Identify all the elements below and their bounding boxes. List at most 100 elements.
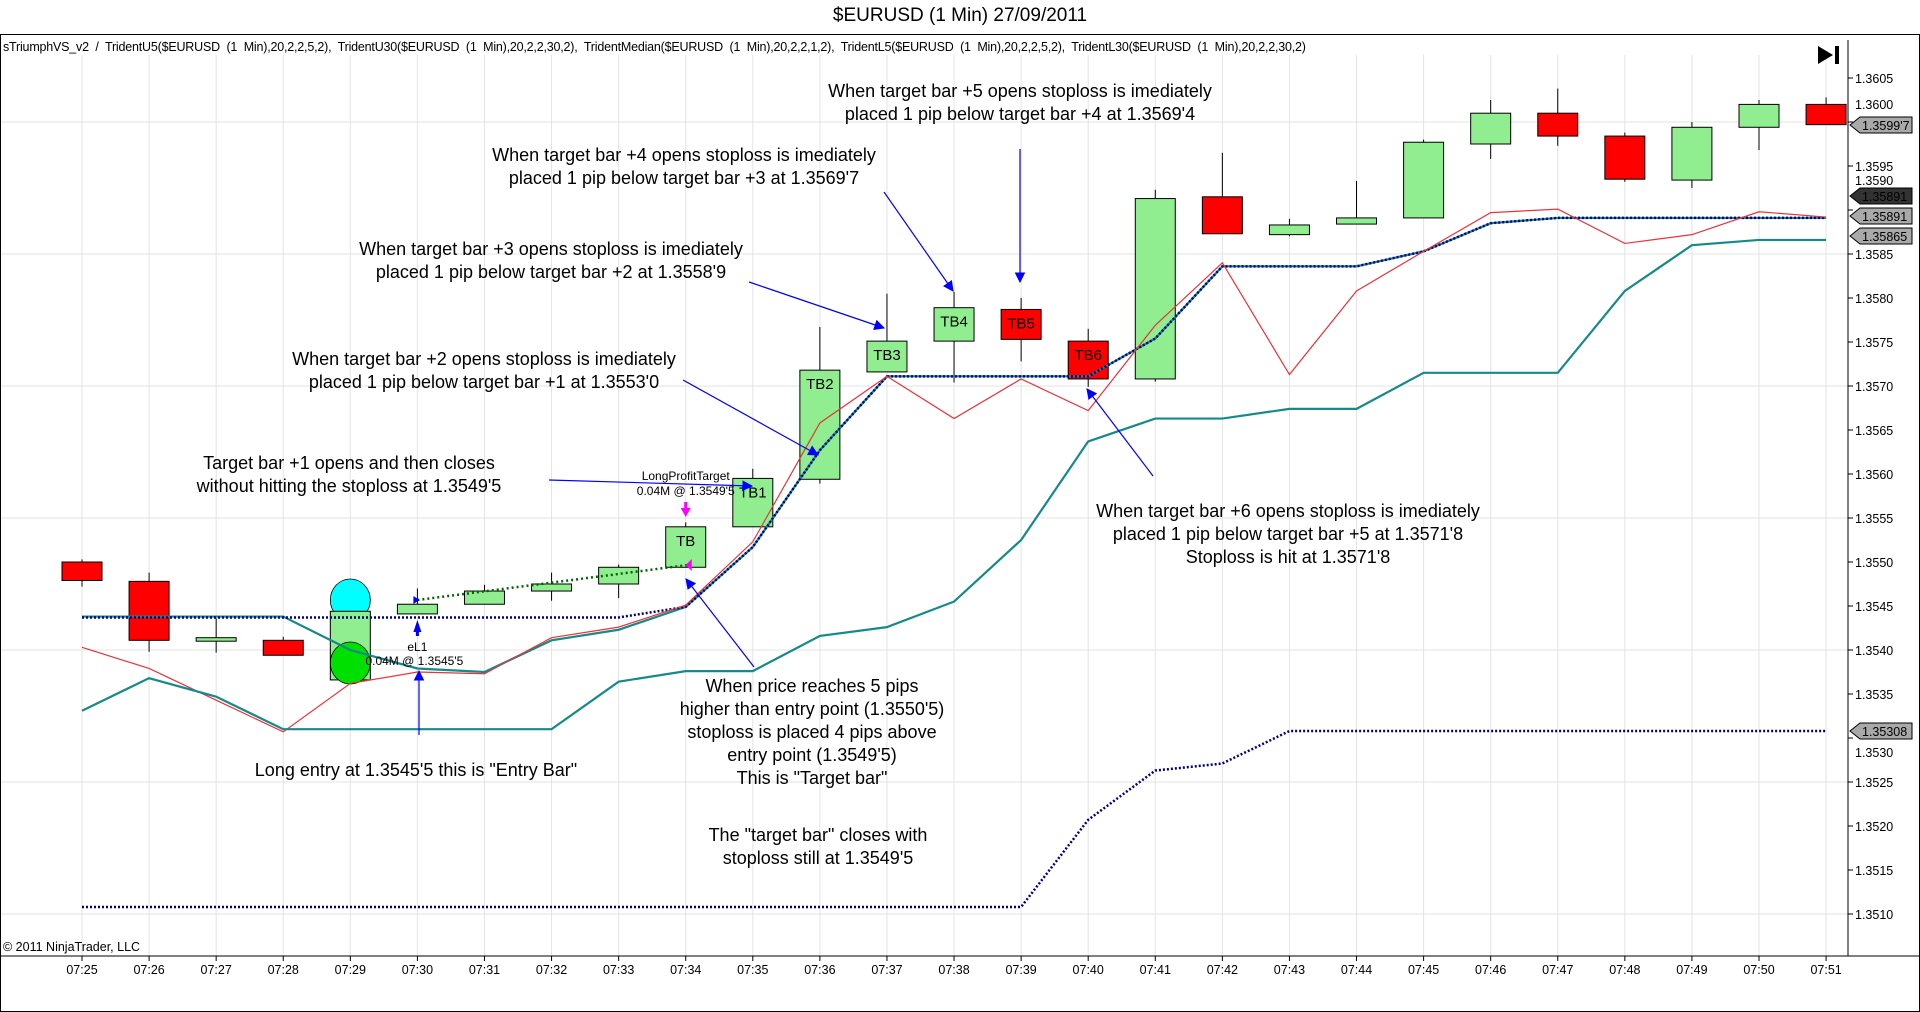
candle-07:28[interactable]	[262, 636, 304, 656]
time-tick-label: 07:33	[603, 963, 634, 977]
candle-07:42[interactable]	[1201, 152, 1243, 235]
indicator-line-4	[81, 238, 1827, 731]
entry-up-arrow-stem	[415, 630, 419, 636]
candle-body[interactable]	[396, 603, 438, 615]
candle-body[interactable]	[1336, 217, 1378, 225]
annotation-line: stoploss is placed 4 pips above	[687, 722, 936, 742]
price-tick-label: 1.3605	[1855, 72, 1893, 86]
skip-to-end-button[interactable]	[1816, 44, 1842, 66]
candle-07:46[interactable]	[1470, 100, 1512, 159]
candle-body[interactable]	[531, 583, 573, 592]
entry-up-arrow-icon	[413, 620, 422, 632]
annotation-line: Stoploss is hit at 1.3571'8	[1186, 547, 1391, 567]
candle-07:51[interactable]	[1805, 97, 1847, 126]
candle-body[interactable]	[598, 566, 640, 585]
time-tick-label: 07:27	[201, 963, 232, 977]
candle-body[interactable]	[1805, 103, 1847, 126]
annotation-9: When target bar +6 opens stoploss is ime…	[1096, 501, 1480, 567]
candle-body[interactable]	[1403, 141, 1445, 219]
candle-body[interactable]	[128, 580, 170, 641]
time-tick-label: 07:48	[1609, 963, 1640, 977]
time-tick-label: 07:40	[1073, 963, 1104, 977]
candle-07:47[interactable]	[1537, 88, 1579, 146]
candle-body[interactable]	[1067, 340, 1109, 380]
bar-label: TB2	[806, 376, 834, 393]
entry-detail: 0.04M @ 1.3545'5	[365, 654, 463, 668]
candle-07:36[interactable]: TB2	[799, 327, 841, 484]
price-tick-label: 1.3525	[1855, 776, 1893, 790]
time-tick-label: 07:35	[737, 963, 768, 977]
profit-target-detail: 0.04M @ 1.3549'5	[637, 484, 735, 498]
price-marker-label: 1.35308	[1862, 725, 1907, 739]
price-marker-tag	[1849, 207, 1913, 225]
candle-07:50[interactable]	[1738, 100, 1780, 151]
price-marker: 1.35865	[1849, 227, 1913, 245]
candle-body[interactable]	[1134, 198, 1176, 380]
candle-07:45[interactable]	[1403, 139, 1445, 219]
copyright-text: © 2011 NinjaTrader, LLC	[3, 940, 141, 954]
price-tick-label: 1.3565	[1855, 424, 1893, 438]
candle-07:25[interactable]	[61, 559, 103, 587]
candle-07:39[interactable]: TB5	[1000, 298, 1042, 362]
candle-body[interactable]	[1537, 112, 1579, 137]
candle-07:44[interactable]	[1336, 180, 1378, 225]
entry-marker-icon	[413, 596, 420, 604]
indicator-line-5	[82, 729, 1827, 909]
candle-body[interactable]	[1000, 308, 1042, 340]
candle-body[interactable]	[665, 526, 707, 568]
candle-07:32[interactable]	[531, 572, 573, 601]
time-tick-label: 07:29	[335, 963, 366, 977]
candle-body[interactable]	[1470, 112, 1512, 145]
time-tick-label: 07:47	[1542, 963, 1573, 977]
candle-07:27[interactable]	[195, 618, 237, 653]
indicator-line-2	[82, 216, 1827, 619]
chart-title: $EURUSD (1 Min) 27/09/2011	[832, 5, 1088, 26]
candle-body[interactable]	[463, 590, 505, 605]
price-tick-label: 1.3585	[1855, 248, 1893, 262]
candle-body[interactable]	[1268, 224, 1310, 236]
candle-07:48[interactable]	[1604, 132, 1646, 182]
annotation-line: Long entry at 1.3545'5 this is "Entry Ba…	[255, 760, 577, 780]
time-tick-label: 07:51	[1810, 963, 1841, 977]
price-marker-label: 1.3599'7	[1862, 119, 1910, 133]
annotation-line: placed 1 pip below target bar +4 at 1.35…	[845, 104, 1195, 124]
candle-body[interactable]	[262, 639, 304, 656]
candle-body[interactable]	[195, 637, 237, 642]
candle-07:43[interactable]	[1268, 218, 1310, 237]
annotation-line: The "target bar" closes with	[709, 825, 928, 845]
annotation-arrow	[685, 578, 755, 668]
price-tick-label: 1.3540	[1855, 644, 1893, 658]
candle-body[interactable]	[1604, 135, 1646, 180]
price-marker-tag	[1849, 116, 1913, 134]
entry-label: eL1	[407, 640, 427, 654]
annotation-arrow	[682, 379, 819, 456]
profit-target-arrow-stem	[684, 502, 688, 509]
candle-body[interactable]	[1201, 196, 1243, 235]
candle-body[interactable]	[933, 307, 975, 342]
candle-07:31[interactable]	[463, 584, 505, 605]
candle-07:38[interactable]: TB4	[933, 291, 975, 383]
time-tick-label: 07:41	[1140, 963, 1171, 977]
candle-body[interactable]	[866, 340, 908, 373]
candle-07:34[interactable]: TB	[665, 522, 707, 568]
candle-07:41[interactable]	[1134, 189, 1176, 382]
candle-07:49[interactable]	[1671, 122, 1713, 188]
target-marker-icon	[685, 559, 692, 571]
price-tick-label: 1.3580	[1855, 292, 1893, 306]
annotation-1: When target bar +5 opens stoploss is ime…	[828, 81, 1212, 124]
candle-07:40[interactable]: TB6	[1067, 328, 1109, 387]
candle-07:26[interactable]	[128, 572, 170, 652]
candle-07:33[interactable]	[598, 564, 640, 599]
time-tick-label: 07:30	[402, 963, 433, 977]
annotation-line: higher than entry point (1.3550'5)	[680, 699, 945, 719]
price-marker: 1.35891	[1849, 187, 1913, 205]
annotation-line: Target bar +1 opens and then closes	[203, 453, 495, 473]
candle-body[interactable]	[1671, 126, 1713, 181]
candle-07:37[interactable]: TB3	[866, 293, 908, 373]
profit-target-label: LongProfitTarget	[642, 469, 731, 483]
candle-body[interactable]	[1738, 103, 1780, 128]
time-tick-label: 07:31	[469, 963, 500, 977]
candle-body[interactable]	[61, 561, 103, 581]
candle-body[interactable]	[799, 369, 841, 480]
